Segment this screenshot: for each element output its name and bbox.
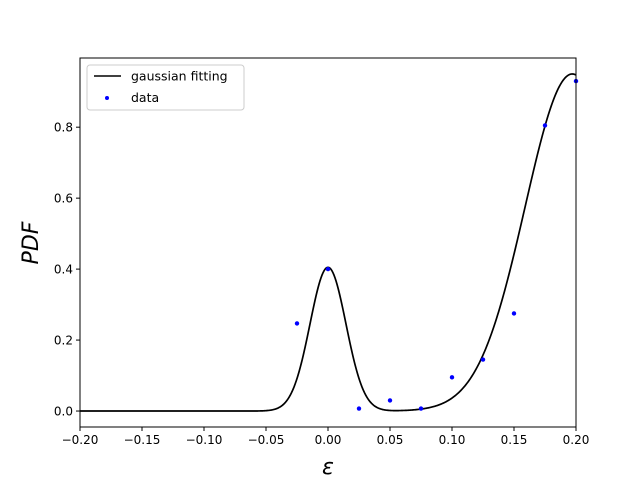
y-tick-label: 0.2 <box>54 333 73 347</box>
plot-area <box>80 73 579 412</box>
legend-label-gaussian: gaussian fitting <box>131 69 228 84</box>
y-axis-ticks: 0.0 0.2 0.4 0.6 0.8 <box>54 120 80 418</box>
y-tick-label: 0.6 <box>54 191 73 205</box>
legend-label-data: data <box>131 90 159 105</box>
axes-frame <box>79 57 577 428</box>
data-point <box>480 357 486 362</box>
legend-dot-swatch <box>105 96 109 100</box>
data-point <box>449 375 455 380</box>
x-tick-label: 0.20 <box>563 433 590 447</box>
x-tick-label: 0.15 <box>501 433 528 447</box>
data-point <box>511 311 517 316</box>
x-tick-label: −0.20 <box>62 433 99 447</box>
y-tick-label: 0.8 <box>54 120 73 134</box>
data-point <box>325 266 331 272</box>
data-point <box>294 321 300 326</box>
x-tick-label: −0.15 <box>124 433 161 447</box>
x-tick-label: −0.10 <box>186 433 223 447</box>
x-tick-label: 0.10 <box>439 433 466 447</box>
x-tick-label: 0.00 <box>315 433 342 447</box>
gaussian-fit-line <box>80 73 577 412</box>
data-point <box>418 406 424 411</box>
x-axis-label: ε <box>322 455 334 480</box>
x-axis-ticks: −0.20 −0.15 −0.10 −0.05 0.00 0.05 0.10 0.15 0.20 <box>62 427 590 447</box>
legend: gaussian fitting data <box>86 64 245 111</box>
data-point <box>387 398 393 403</box>
y-axis-label: PDF <box>19 221 44 264</box>
x-tick-label: 0.05 <box>377 433 404 447</box>
data-point <box>542 123 548 128</box>
x-tick-label: −0.05 <box>248 433 285 447</box>
y-tick-label: 0.4 <box>54 262 73 276</box>
legend-frame <box>86 64 245 111</box>
data-point <box>356 406 362 411</box>
y-tick-label: 0.0 <box>54 404 73 418</box>
